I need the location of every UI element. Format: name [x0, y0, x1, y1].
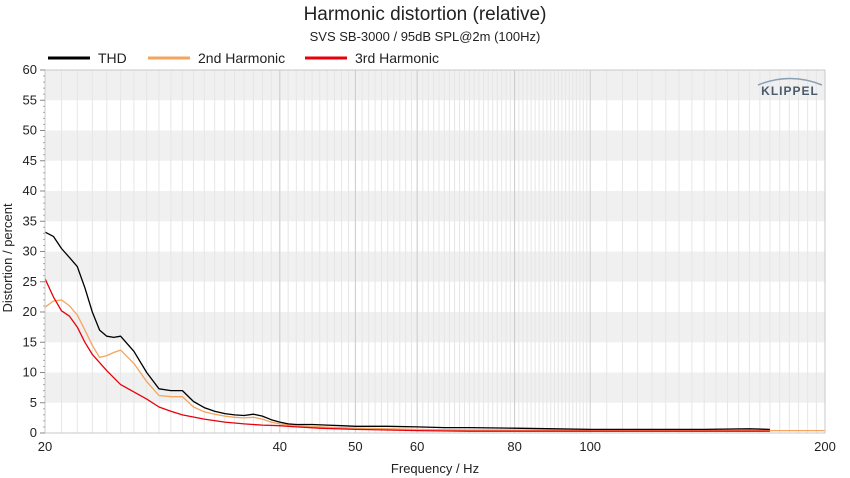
y-axis-label: Distortion / percent: [0, 203, 15, 312]
y-tick-label: 10: [23, 365, 37, 380]
x-tick-label: 40: [273, 439, 287, 454]
klippel-watermark: KLIPPEL: [761, 84, 819, 98]
y-tick-label: 60: [23, 62, 37, 77]
grid-band: [45, 221, 825, 252]
grid-band: [45, 160, 825, 191]
plot-area: [44, 69, 826, 434]
grid-band: [45, 191, 825, 222]
y-tick-label: 50: [23, 123, 37, 138]
x-axis-label: Frequency / Hz: [391, 461, 479, 476]
grid-band: [45, 342, 825, 373]
legend: THD 2nd Harmonic 3rd Harmonic: [48, 50, 439, 66]
y-tick-label: 35: [23, 213, 37, 228]
grid-band: [45, 312, 825, 343]
chart-subtitle: SVS SB-3000 / 95dB SPL@2m (100Hz): [310, 29, 541, 44]
series-line-thd: [44, 231, 770, 431]
y-tick-label: 20: [23, 304, 37, 319]
y-tick-label: 0: [30, 425, 37, 440]
x-tick-label: 80: [507, 439, 521, 454]
legend-label: THD: [98, 50, 127, 66]
y-tick-label: 55: [23, 92, 37, 107]
grid-band: [45, 402, 825, 433]
logo-arc-icon: [757, 77, 823, 86]
y-tick-label: 40: [23, 183, 37, 198]
grid-band: [45, 130, 825, 161]
grid-band: [45, 70, 825, 101]
y-tick-label: 30: [23, 244, 37, 259]
y-tick-label: 5: [30, 395, 37, 410]
chart-title: Harmonic distortion (relative): [304, 4, 547, 25]
x-tick-label: 100: [579, 439, 601, 454]
y-axis-ticks: 0 5 10 15 20 25 30 35 40 45 50 55 60: [23, 62, 45, 440]
legend-label: 3rd Harmonic: [355, 50, 439, 66]
x-axis-ticks: 20 40 50 60 80 100 200: [38, 439, 836, 454]
y-tick-label: 15: [23, 334, 37, 349]
series-line-2nd-harmonic: [44, 299, 825, 432]
x-tick-label: 200: [814, 439, 836, 454]
grid-band: [45, 372, 825, 403]
grid-band: [45, 281, 825, 312]
y-tick-label: 25: [23, 274, 37, 289]
legend-label: 2nd Harmonic: [198, 50, 285, 66]
series-line-3rd-harmonic: [44, 278, 770, 432]
x-tick-label: 50: [348, 439, 362, 454]
grid-band: [45, 100, 825, 131]
grid-lines: [44, 70, 826, 433]
grid-band: [45, 251, 825, 282]
series-lines: [44, 231, 825, 432]
grid-bands: [45, 70, 825, 433]
x-tick-label: 60: [410, 439, 424, 454]
klippel-logo: KLIPPEL: [757, 77, 823, 98]
y-tick-label: 45: [23, 153, 37, 168]
x-tick-label: 20: [38, 439, 52, 454]
